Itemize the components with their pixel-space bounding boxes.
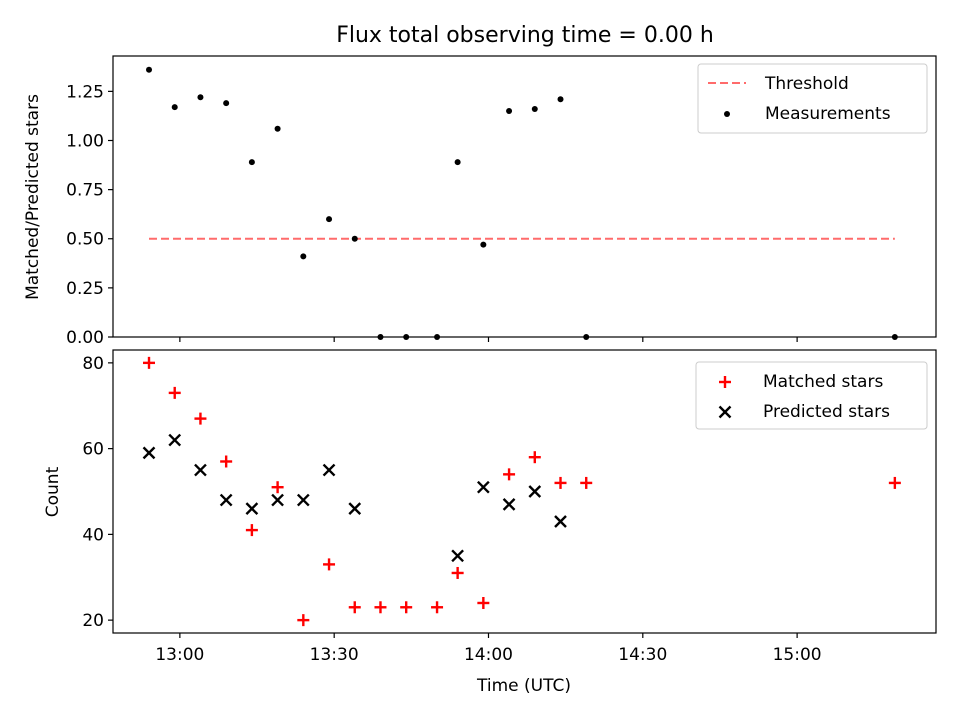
measurements-point <box>300 253 307 260</box>
legend-label: Measurements <box>765 104 891 124</box>
legend-swatch <box>724 111 730 117</box>
matched-stars-point <box>143 356 156 369</box>
predicted-stars-point <box>451 549 464 563</box>
ratio-marks <box>146 66 898 340</box>
matched-stars-point <box>348 601 361 614</box>
predicted-stars-point <box>502 498 516 511</box>
predicted-stars-point <box>194 463 207 477</box>
y-tick-label: 20 <box>82 611 104 631</box>
matched-stars-point <box>194 412 207 425</box>
legend-label: Threshold <box>764 74 849 94</box>
predicted-stars-point <box>219 493 233 507</box>
measurements-point <box>480 241 487 248</box>
count-y-axis-label: Count <box>43 466 63 517</box>
matched-stars-point <box>528 451 541 464</box>
y-tick-label: 1.00 <box>66 131 104 151</box>
measurements-point <box>248 159 255 166</box>
measurements-point <box>454 159 461 166</box>
matched-stars-point <box>374 601 387 614</box>
measurements-point <box>326 216 333 223</box>
ratio-ticks: 0.00 0.25 0.50 0.75 1.00 1.25 <box>66 82 798 348</box>
count-ticks: 20 40 60 80 13:00 13:30 14:00 14:30 15:00 <box>82 354 821 665</box>
matched-stars-point <box>271 481 284 494</box>
measurements-point <box>197 94 204 101</box>
matched-stars-point <box>323 558 336 571</box>
x-tick-label: 13:30 <box>310 645 359 665</box>
x-tick-label: 15:00 <box>773 645 822 665</box>
legend-swatch <box>719 376 731 388</box>
y-tick-label: 80 <box>82 354 104 374</box>
x-tick-label: 14:30 <box>618 645 667 665</box>
predicted-stars-point <box>271 493 284 507</box>
predicted-stars-point <box>528 485 542 498</box>
count-axes-frame <box>112 349 937 634</box>
legend-label: Matched stars <box>763 372 883 392</box>
y-tick-label: 40 <box>82 525 104 545</box>
predicted-stars-point <box>322 463 336 477</box>
matched-stars-point <box>245 524 258 537</box>
measurements-point <box>351 235 358 242</box>
count-legend: Matched stars Predicted stars <box>695 361 928 430</box>
matched-stars-point <box>431 601 444 614</box>
legend-box <box>695 361 928 430</box>
predicted-stars-point <box>477 480 490 494</box>
matched-stars-point <box>451 566 464 579</box>
predicted-stars-point <box>168 433 182 447</box>
y-tick-label: 0.50 <box>66 230 104 250</box>
ratio-axes-frame <box>112 55 937 338</box>
matched-stars-point <box>168 386 181 399</box>
measurements-point <box>557 96 564 103</box>
y-tick-label: 60 <box>82 440 104 460</box>
measurements-point <box>274 125 281 132</box>
y-tick-label: 0.00 <box>66 328 104 348</box>
predicted-stars-point <box>142 446 156 460</box>
matched-stars-point <box>400 601 413 614</box>
chart-title: Flux total observing time = 0.00 h <box>336 23 714 48</box>
measurements-point <box>531 106 538 113</box>
count-x-axis-label: Time (UTC) <box>476 676 571 696</box>
measurements-point <box>146 66 153 73</box>
predicted-stars-point <box>245 502 259 516</box>
legend-label: Predicted stars <box>763 402 890 422</box>
matched-stars-point <box>220 455 233 468</box>
legend-box <box>697 63 928 134</box>
matched-stars-point <box>580 476 593 489</box>
ratio-y-axis-label: Matched/Predicted stars <box>23 94 43 300</box>
predicted-stars-point <box>554 515 567 528</box>
matched-stars-point <box>503 468 516 481</box>
matched-stars-point <box>297 614 310 627</box>
measurements-point <box>223 100 230 107</box>
measurements-point <box>506 108 513 115</box>
measurements-point <box>171 104 178 111</box>
matched-stars-point <box>888 476 901 489</box>
ratio-panel: 0.00 0.25 0.50 0.75 1.00 1.25 Matched/Predict… <box>23 55 937 348</box>
ratio-legend: Threshold Measurements <box>697 63 928 134</box>
y-tick-label: 1.25 <box>66 82 104 102</box>
matched-stars-point <box>477 596 490 609</box>
predicted-stars-point <box>296 493 310 507</box>
matched-stars-point <box>554 476 567 489</box>
y-tick-label: 0.25 <box>66 279 104 299</box>
x-tick-label: 14:00 <box>464 645 513 665</box>
y-tick-label: 0.75 <box>66 181 104 201</box>
legend-swatch <box>718 405 732 419</box>
x-tick-label: 13:00 <box>155 645 204 665</box>
count-marks <box>142 356 901 627</box>
predicted-stars-point <box>348 502 362 516</box>
